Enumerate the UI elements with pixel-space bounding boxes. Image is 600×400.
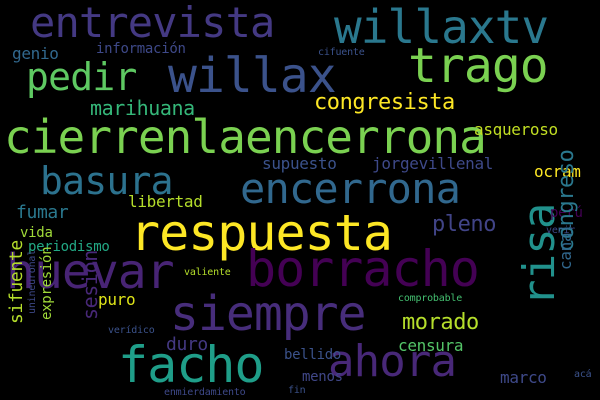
word-unineuronal: unineuronal bbox=[27, 249, 38, 314]
word-menos: menos bbox=[302, 369, 343, 385]
word-respuesta: respuesta bbox=[130, 204, 393, 262]
word-canal: canal bbox=[556, 223, 575, 270]
word-entrevista: entrevista bbox=[30, 0, 275, 47]
word-vida: vida bbox=[20, 225, 53, 241]
word-encerrona: encerrona bbox=[240, 164, 461, 213]
word-supuesto: supuesto bbox=[262, 154, 337, 173]
word-sesion: sesión bbox=[78, 250, 102, 320]
word-pedir: pedir bbox=[26, 55, 137, 99]
word-ahora: ahora bbox=[328, 336, 457, 387]
word-duro: duro bbox=[166, 334, 208, 355]
word-genio: genio bbox=[12, 44, 59, 63]
word-willaxtv: willaxtv bbox=[334, 0, 549, 54]
word-marihuana: marihuana bbox=[90, 96, 195, 120]
word-peru: perú bbox=[550, 205, 583, 221]
word-bellido: bellido bbox=[284, 347, 342, 363]
word-cierrenlaencerrona: cierrenlaencerrona bbox=[4, 110, 487, 164]
word-congresista: congresista bbox=[314, 90, 455, 115]
word-pleno: pleno bbox=[432, 212, 497, 237]
word-trago: trago bbox=[408, 38, 549, 94]
word-siempre: siempre bbox=[170, 286, 367, 342]
word-expresion: expresión bbox=[39, 246, 55, 320]
word-sifuente: sifuente bbox=[6, 240, 27, 324]
word-fin: fin bbox=[288, 385, 306, 396]
word-libertad: libertad bbox=[128, 192, 203, 211]
word-venir: venir bbox=[546, 225, 576, 236]
word-censura: censura bbox=[398, 336, 464, 355]
word-valiente: valiente bbox=[184, 267, 231, 278]
word-enmierdamiento: enmierdamiento bbox=[164, 387, 246, 398]
word-marco: marco bbox=[500, 368, 547, 387]
word-jorgevillenal: jorgevillenal bbox=[372, 154, 494, 173]
word-cifuente: cifuente bbox=[318, 47, 365, 58]
word-aca: acá bbox=[574, 369, 592, 380]
word-huevar: huevar bbox=[6, 244, 175, 300]
word-veridico: verídico bbox=[108, 325, 155, 336]
word-facho: facho bbox=[118, 336, 265, 394]
word-borracho: borracho bbox=[246, 240, 480, 298]
word-asqueroso: asqueroso bbox=[474, 120, 558, 139]
word-informacion: información bbox=[96, 41, 186, 57]
word-puro: puro bbox=[98, 290, 136, 309]
word-comprobable: comprobable bbox=[398, 293, 463, 304]
word-fumar: fumar bbox=[16, 202, 69, 223]
word-willax: willax bbox=[168, 48, 337, 104]
word-ocram: ocram bbox=[534, 162, 581, 181]
word-basura: basura bbox=[40, 159, 173, 203]
word-morado: morado bbox=[402, 310, 479, 335]
word-periodismo: periodismo bbox=[28, 239, 110, 255]
